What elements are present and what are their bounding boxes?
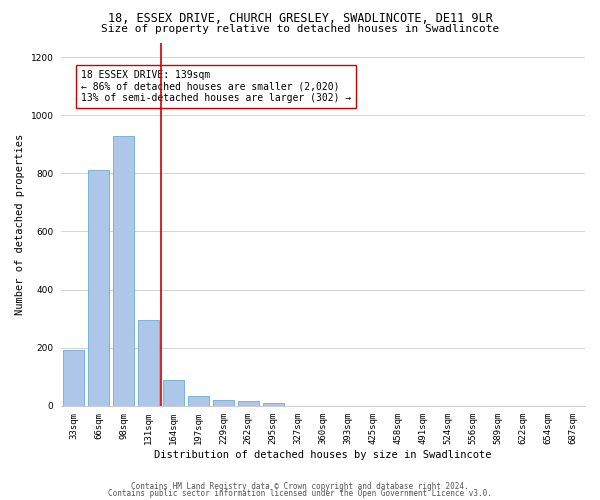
- Text: 18 ESSEX DRIVE: 139sqm
← 86% of detached houses are smaller (2,020)
13% of semi-: 18 ESSEX DRIVE: 139sqm ← 86% of detached…: [81, 70, 352, 102]
- Bar: [138, 320, 159, 406]
- Bar: [238, 400, 259, 406]
- Bar: [63, 350, 84, 406]
- Bar: [88, 170, 109, 406]
- Text: Contains HM Land Registry data © Crown copyright and database right 2024.: Contains HM Land Registry data © Crown c…: [131, 482, 469, 491]
- Text: Size of property relative to detached houses in Swadlincote: Size of property relative to detached ho…: [101, 24, 499, 34]
- Bar: [263, 403, 284, 406]
- Y-axis label: Number of detached properties: Number of detached properties: [15, 134, 25, 315]
- Bar: [163, 380, 184, 406]
- Text: Contains public sector information licensed under the Open Government Licence v3: Contains public sector information licen…: [108, 489, 492, 498]
- Text: 18, ESSEX DRIVE, CHURCH GRESLEY, SWADLINCOTE, DE11 9LR: 18, ESSEX DRIVE, CHURCH GRESLEY, SWADLIN…: [107, 12, 493, 26]
- X-axis label: Distribution of detached houses by size in Swadlincote: Distribution of detached houses by size …: [154, 450, 492, 460]
- Bar: [113, 136, 134, 406]
- Bar: [188, 396, 209, 406]
- Bar: [213, 400, 234, 406]
